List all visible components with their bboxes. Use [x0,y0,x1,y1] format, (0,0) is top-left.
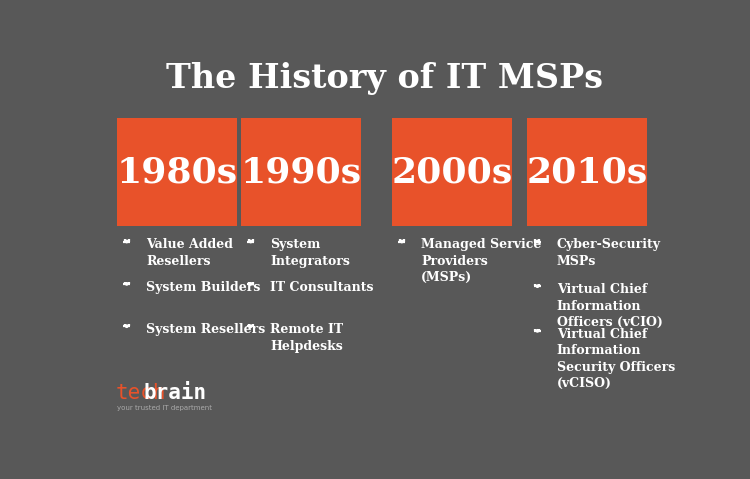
FancyBboxPatch shape [116,118,237,226]
Text: 1980s: 1980s [116,155,237,189]
Text: Value Added
Resellers: Value Added Resellers [146,239,233,268]
Text: Virtual Chief
Information
Officers (vCIO): Virtual Chief Information Officers (vCIO… [556,283,663,329]
FancyBboxPatch shape [241,118,361,226]
Text: your trusted IT department: your trusted IT department [117,405,212,411]
Text: Cyber-Security
MSPs: Cyber-Security MSPs [556,239,661,268]
Circle shape [536,285,538,287]
Text: 1990s: 1990s [240,155,362,189]
Circle shape [125,283,128,285]
Circle shape [400,240,403,243]
Circle shape [250,240,252,243]
Text: tech: tech [116,383,166,403]
Text: System
Integrators: System Integrators [270,239,350,268]
Text: System Builders: System Builders [146,281,260,294]
Circle shape [536,330,538,332]
Text: Remote IT
Helpdesks: Remote IT Helpdesks [270,323,344,353]
FancyBboxPatch shape [392,118,512,226]
Text: System Resellers: System Resellers [146,323,266,336]
Circle shape [536,240,538,243]
Text: brain: brain [143,383,206,403]
Circle shape [125,325,128,327]
Text: The History of IT MSPs: The History of IT MSPs [166,62,603,95]
Text: 2000s: 2000s [392,155,512,189]
Text: Managed Service
Providers
(MSPs): Managed Service Providers (MSPs) [422,239,542,285]
FancyBboxPatch shape [527,118,647,226]
Circle shape [250,283,252,285]
Circle shape [250,325,252,327]
Text: Virtual Chief
Information
Security Officers
(vCISO): Virtual Chief Information Security Offic… [556,328,675,390]
Circle shape [125,240,128,243]
Text: IT Consultants: IT Consultants [270,281,374,294]
Text: 2010s: 2010s [526,155,648,189]
